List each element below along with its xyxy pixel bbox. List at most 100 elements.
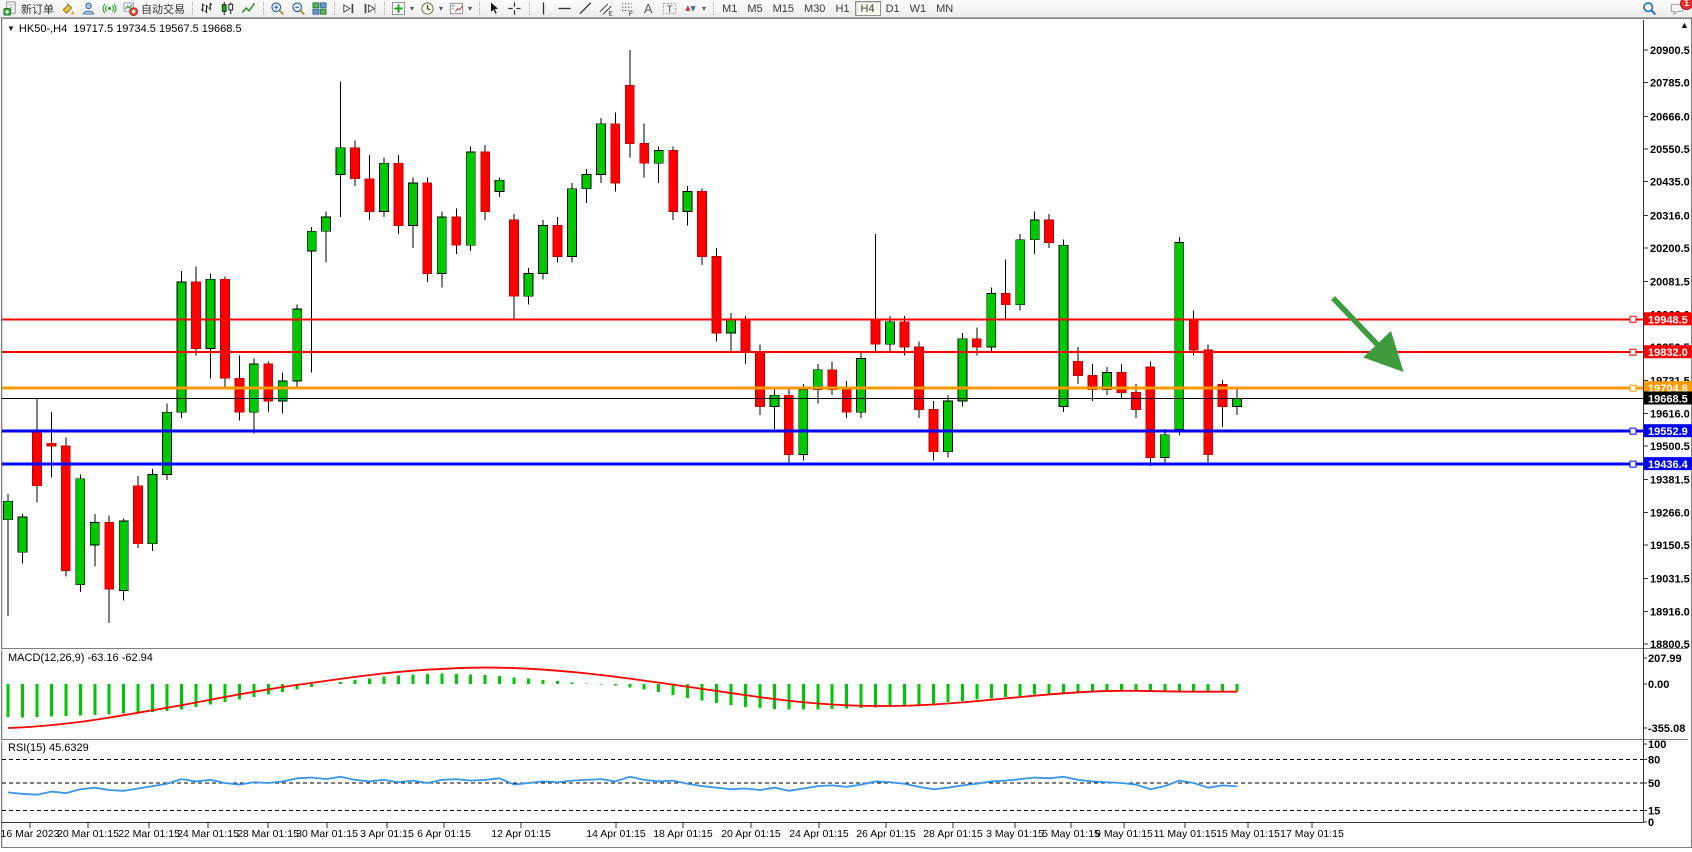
bear-candle: [827, 369, 838, 390]
bear-candle: [899, 321, 910, 348]
chevron-down-icon[interactable]: ▾: [439, 4, 444, 13]
price-tick-label: 18800.5: [1650, 639, 1690, 651]
signals-button[interactable]: [99, 1, 120, 16]
timeframe-button-w1[interactable]: W1: [909, 2, 927, 15]
bear-candle: [263, 363, 274, 402]
timeframe-button-h4[interactable]: H4: [854, 1, 881, 16]
bear-candle: [60, 445, 71, 572]
zoom-in-button[interactable]: [267, 1, 288, 16]
bull-candle: [798, 389, 809, 456]
chevron-down-icon[interactable]: ▾: [702, 4, 707, 13]
bull-candle: [292, 308, 303, 382]
line-handle[interactable]: [1629, 384, 1637, 392]
chart-window: [1, 18, 1692, 848]
chevron-down-icon[interactable]: ▾: [410, 4, 415, 13]
crosshair-button[interactable]: [504, 1, 525, 16]
time-tick-label: 3 May 01:15: [986, 828, 1044, 840]
equidistant-channel-button[interactable]: E: [596, 1, 617, 16]
bull-candle: [89, 522, 100, 546]
chart-canvas[interactable]: 20900.5 20785.0 20666.0 20550.5 20435.0 20316…: [0, 18, 1692, 852]
trend-arrow-annotation[interactable]: [1331, 296, 1404, 372]
price-tick-label: 20081.5: [1650, 277, 1690, 289]
bull-candle: [653, 150, 664, 164]
macd-indicator-label: MACD(12,26,9) -63.16 -62.94: [8, 652, 153, 664]
bull-candle: [682, 191, 693, 212]
candles-button[interactable]: [217, 1, 238, 16]
chart-shift-button[interactable]: [359, 1, 380, 16]
bear-candle: [219, 278, 230, 379]
horizontal-line-button[interactable]: [554, 1, 575, 16]
paint-bucket-button[interactable]: [57, 1, 78, 16]
toolbar-separator: [479, 2, 481, 15]
line-handle[interactable]: [1629, 460, 1637, 468]
bear-candle: [1145, 366, 1156, 458]
time-tick-label: 24 Apr 01:15: [789, 828, 849, 840]
timeframe-button-d1[interactable]: D1: [885, 2, 900, 15]
time-tick-label: 18 Apr 01:15: [653, 828, 713, 840]
chat-button[interactable]: 1: [1666, 0, 1692, 16]
bear-candle: [1000, 293, 1011, 306]
symbol-dropdown-icon[interactable]: ▼: [7, 24, 15, 33]
timeframe-button-mn[interactable]: MN: [936, 2, 954, 15]
bear-candle: [133, 485, 144, 545]
line-handle[interactable]: [1629, 427, 1637, 435]
timeframe-button-h1[interactable]: H1: [835, 2, 850, 15]
price-tick-label: 20666.0: [1650, 111, 1690, 123]
line-chart-icon: [241, 1, 256, 16]
auto-scroll-icon: [341, 1, 356, 16]
price-tick-label: 19031.5: [1650, 574, 1690, 586]
new-order-button[interactable]: 新订单: [0, 1, 57, 16]
time-tick-label: 28 Apr 01:15: [923, 828, 983, 840]
chevron-down-icon[interactable]: ▾: [468, 4, 473, 13]
templates-button[interactable]: ▾: [446, 1, 475, 16]
timeframe-button-m5[interactable]: M5: [747, 2, 763, 15]
autotrading-button[interactable]: 自动交易: [120, 1, 188, 16]
bull-candle: [1174, 242, 1185, 430]
indicators-button[interactable]: ▾: [388, 1, 417, 16]
bull-candle: [769, 394, 780, 407]
scroll-up-arrow[interactable]: ▲: [1680, 20, 1689, 30]
level-line-tag-label: 19948.5: [1648, 314, 1688, 326]
rsi-indicator-label: RSI(15) 45.6329: [8, 742, 89, 754]
timeframe-button-m15[interactable]: M15: [772, 2, 795, 15]
text-button[interactable]: A: [638, 1, 659, 16]
vertical-line-button[interactable]: [533, 1, 554, 16]
bear-candle: [971, 338, 982, 348]
level-line-tag-label: 19552.9: [1648, 426, 1688, 438]
timeframe-button-m30[interactable]: M30: [804, 2, 826, 15]
periods-button[interactable]: ▾: [417, 1, 446, 16]
zoom-in-icon: [270, 1, 285, 16]
line-handle[interactable]: [1629, 348, 1637, 356]
new-order-icon: [3, 1, 18, 16]
line-chart-button[interactable]: [238, 1, 259, 16]
price-tick-label: 19150.5: [1650, 540, 1690, 552]
text-label-button[interactable]: T: [659, 1, 680, 16]
profile-button[interactable]: [78, 1, 99, 16]
bull-candle: [17, 516, 28, 553]
channel-icon: E: [599, 1, 614, 16]
fibonacci-button[interactable]: F: [617, 1, 638, 16]
bars-button[interactable]: [196, 1, 217, 16]
arrows-button[interactable]: ▾: [680, 1, 709, 16]
trendline-icon: [578, 1, 593, 16]
auto-scroll-button[interactable]: [338, 1, 359, 16]
bull-candle: [595, 123, 606, 175]
search-button[interactable]: [1639, 1, 1660, 16]
time-tick-label: 24 Mar 01:15: [177, 828, 239, 840]
bear-candle: [1217, 384, 1228, 407]
macd-tick-label: -355.08: [1648, 723, 1685, 735]
bull-candle: [176, 281, 187, 413]
bear-candle: [104, 522, 115, 590]
line-handle[interactable]: [1629, 315, 1637, 323]
timeframe-button-m1[interactable]: M1: [722, 2, 738, 15]
bear-candle: [668, 150, 679, 212]
new-order-button-label: 新订单: [21, 3, 54, 16]
bear-candle: [841, 389, 852, 413]
zoom-out-button[interactable]: [288, 1, 309, 16]
symbol-bar: ▼ HK50-,H4 19717.5 19734.5 19567.5 19668.…: [7, 23, 242, 35]
bull-candle: [465, 151, 476, 246]
tile-windows-button[interactable]: [309, 1, 330, 16]
trendline-button[interactable]: [575, 1, 596, 16]
rsi-line: [7, 775, 1238, 796]
cursor-button[interactable]: [483, 1, 504, 16]
